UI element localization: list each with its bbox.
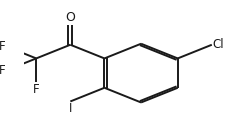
Text: I: I [68,102,72,115]
Text: O: O [65,11,75,24]
Text: F: F [0,40,5,53]
Text: F: F [0,64,5,77]
Text: Cl: Cl [212,38,223,51]
Text: F: F [33,83,39,96]
